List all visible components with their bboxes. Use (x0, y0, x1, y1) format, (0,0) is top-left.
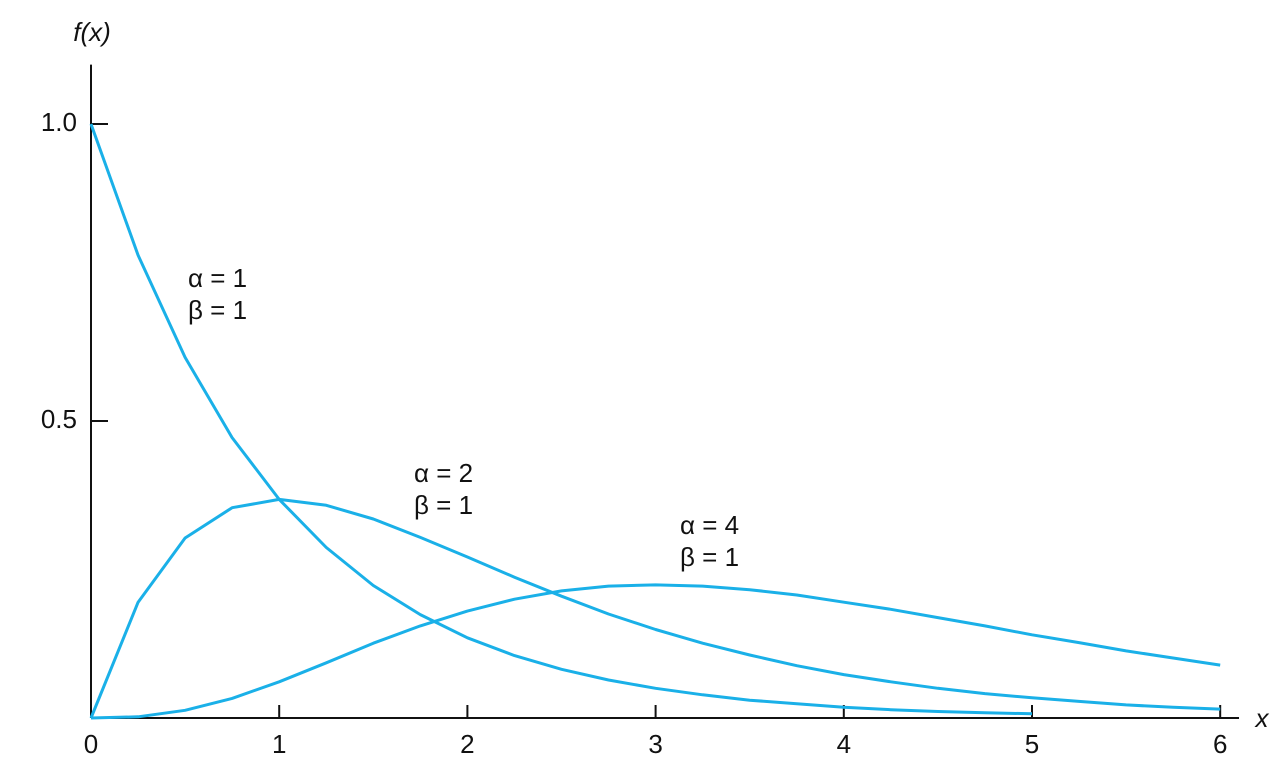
x-tick-label: 4 (837, 729, 851, 759)
curve-annotation: β = 1 (680, 542, 739, 572)
x-tick-label: 0 (84, 729, 98, 759)
x-axis-label: x (1254, 703, 1270, 733)
x-tick-label: 1 (272, 729, 286, 759)
y-tick-label: 1.0 (41, 107, 77, 137)
curve-annotation: α = 2 (414, 458, 473, 488)
y-tick-label: 0.5 (41, 404, 77, 434)
series-line (90, 583, 1221, 720)
x-tick-label: 3 (648, 729, 662, 759)
curve-annotation: β = 1 (414, 490, 473, 520)
curve-annotation: α = 4 (680, 510, 739, 540)
curve-annotation: α = 1 (188, 263, 247, 293)
x-tick-label: 6 (1213, 729, 1227, 759)
series-line (89, 497, 1221, 719)
curve-annotation: β = 1 (188, 295, 247, 325)
y-axis-label: f(x) (73, 17, 111, 47)
x-tick-label: 5 (1025, 729, 1039, 759)
x-tick-label: 2 (460, 729, 474, 759)
series-line (89, 123, 1033, 716)
